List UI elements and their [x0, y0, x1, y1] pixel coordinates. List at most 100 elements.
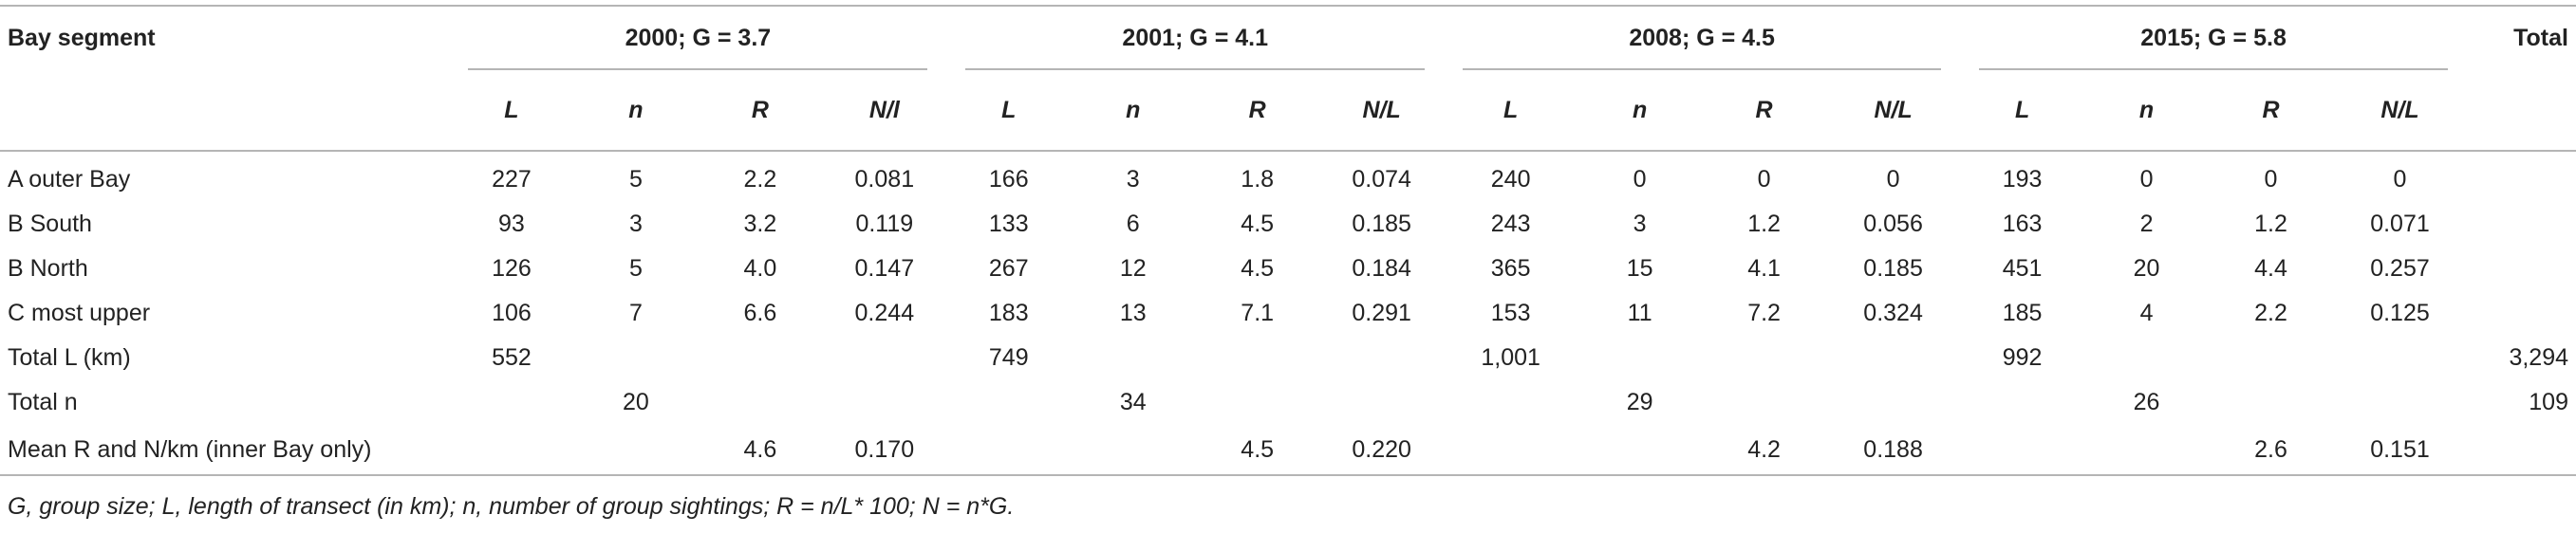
table-cell: 0.257	[2370, 255, 2430, 282]
total-header: Total	[2513, 24, 2568, 51]
subheader-N: N/L	[1826, 70, 1961, 152]
table-cell	[449, 380, 573, 425]
table-row: B South 93 3 3.2 0.119 133 6 4.5 0.185 243 3 1.2 0.0…	[0, 202, 2576, 247]
table-cell	[1195, 380, 1319, 425]
table-cell	[1444, 425, 1578, 476]
subheader-N: N/l	[822, 70, 947, 152]
table-cell	[698, 380, 822, 425]
table-cell	[573, 425, 699, 476]
table-cell: 7	[628, 300, 643, 326]
table-cell: 133	[988, 211, 1029, 237]
group-header-2008: 2008; G = 4.5	[1444, 6, 1960, 70]
table-row: Mean R and N/km (inner Bay only) 4.6 0.170…	[0, 425, 2576, 476]
table-cell: 153	[1490, 300, 1531, 326]
table-cell: 749	[988, 344, 1029, 371]
table-cell: 5	[628, 255, 643, 282]
table-cell: 4.5	[1241, 211, 1275, 237]
table-cell: 267	[988, 255, 1029, 282]
table-cell: 185	[2002, 300, 2043, 326]
subheader-n: n	[2084, 70, 2210, 152]
table-row: A outer Bay 227 5 2.2 0.081 166 3 1.8 0.074 240 0 0…	[0, 151, 2576, 202]
table-cell: 0.074	[1352, 166, 1411, 193]
table-cell: 1,001	[1481, 344, 1540, 371]
table-cell	[1319, 380, 1444, 425]
table-cell: 0	[1886, 166, 1900, 193]
table-cell: 0.184	[1352, 255, 1411, 282]
table-cell: 3.2	[743, 211, 777, 237]
table-cell: 4.2	[1702, 425, 1827, 476]
table-cell	[946, 380, 1071, 425]
table-cell: 992	[2002, 344, 2043, 371]
table-row: Total n 20 34 29 26 109	[0, 380, 2576, 425]
table-cell: 1.2	[2254, 211, 2287, 237]
table-cell: 163	[2002, 211, 2043, 237]
table-cell: 243	[1490, 211, 1531, 237]
table-cell: 0	[1757, 166, 1771, 193]
table-cell: 4.0	[743, 255, 777, 282]
table-cell: 0	[1633, 166, 1647, 193]
table-cell	[1826, 380, 1960, 425]
table-cell	[2209, 380, 2333, 425]
row-total	[2467, 151, 2576, 202]
subheader-L: L	[1960, 70, 2085, 152]
table-cell	[2333, 380, 2467, 425]
table-cell: 6	[1126, 211, 1140, 237]
subheader-blank	[2467, 70, 2576, 152]
table-cell: 4.6	[698, 425, 823, 476]
table-cell: 126	[492, 255, 532, 282]
table-cell: 0.119	[855, 211, 914, 237]
table-cell	[1195, 336, 1319, 380]
table-cell: 3	[1126, 166, 1140, 193]
table-cell: 0.125	[2370, 300, 2430, 326]
table-cell: 106	[492, 300, 532, 326]
table-cell	[1702, 336, 1826, 380]
table-cell: 7.1	[1241, 300, 1275, 326]
table-cell: 20	[2133, 255, 2160, 282]
table-cell	[1702, 380, 1826, 425]
table-row: C most upper 106 7 6.6 0.244 183 13 7.1 0.291 153…	[0, 291, 2576, 336]
table-cell: 2.2	[2254, 300, 2287, 326]
table-cell: 7.2	[1747, 300, 1781, 326]
table-cell	[1577, 336, 1702, 380]
subheader-L: L	[946, 70, 1072, 152]
row-total: 109	[2529, 389, 2568, 415]
table-cell: 5	[628, 166, 643, 193]
table-cell: 183	[988, 300, 1029, 326]
data-table: Bay segment 2000; G = 3.7 2001; G = 4.1 …	[0, 6, 2576, 476]
subheader-R: R	[1702, 70, 1827, 152]
table-footnote: G, group size; L, length of transect (in…	[8, 493, 1015, 520]
table-cell: 552	[492, 344, 532, 371]
table-cell: 0.185	[1863, 255, 1923, 282]
table-cell	[1960, 380, 2084, 425]
subheader-R: R	[1195, 70, 1320, 152]
table-cell: 20	[622, 389, 649, 415]
table-cell: 93	[498, 211, 525, 237]
table-cell	[1960, 425, 2085, 476]
table-cell: 26	[2133, 389, 2160, 415]
subheader-n: n	[1577, 70, 1703, 152]
table-cell: 0.244	[854, 300, 915, 326]
table-cell: 6.6	[743, 300, 777, 326]
table-cell	[822, 380, 946, 425]
table-cell	[2084, 425, 2210, 476]
row-label: Mean R and N/km (inner Bay only)	[0, 425, 450, 476]
table-cell: 451	[2002, 255, 2043, 282]
subheader-n: n	[573, 70, 699, 152]
subheader-R: R	[698, 70, 823, 152]
group-header-2015: 2015; G = 5.8	[1960, 6, 2467, 70]
table-cell: 13	[1119, 300, 1147, 326]
table-cell: 12	[1119, 255, 1147, 282]
table-cell: 4.5	[1241, 255, 1275, 282]
table-cell: 240	[1490, 166, 1531, 193]
table-row: B North 126 5 4.0 0.147 267 12 4.5 0.184 365 15 4.1…	[0, 247, 2576, 291]
table-cell	[1826, 336, 1960, 380]
table-cell: 0.324	[1863, 300, 1923, 326]
row-total: 3,294	[2509, 344, 2568, 371]
subheader-N: N/L	[1319, 70, 1445, 152]
table-cell: 15	[1626, 255, 1653, 282]
table-cell	[2333, 336, 2467, 380]
row-total	[2467, 425, 2576, 476]
table-cell: 0.170	[822, 425, 947, 476]
group-header-2001: 2001; G = 4.1	[946, 6, 1444, 70]
